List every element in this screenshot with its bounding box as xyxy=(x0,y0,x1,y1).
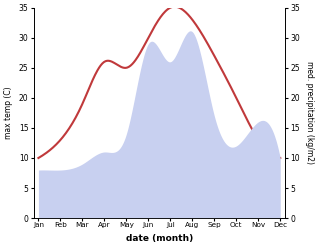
X-axis label: date (month): date (month) xyxy=(126,234,193,243)
Y-axis label: med. precipitation (kg/m2): med. precipitation (kg/m2) xyxy=(305,62,314,165)
Y-axis label: max temp (C): max temp (C) xyxy=(4,87,13,139)
